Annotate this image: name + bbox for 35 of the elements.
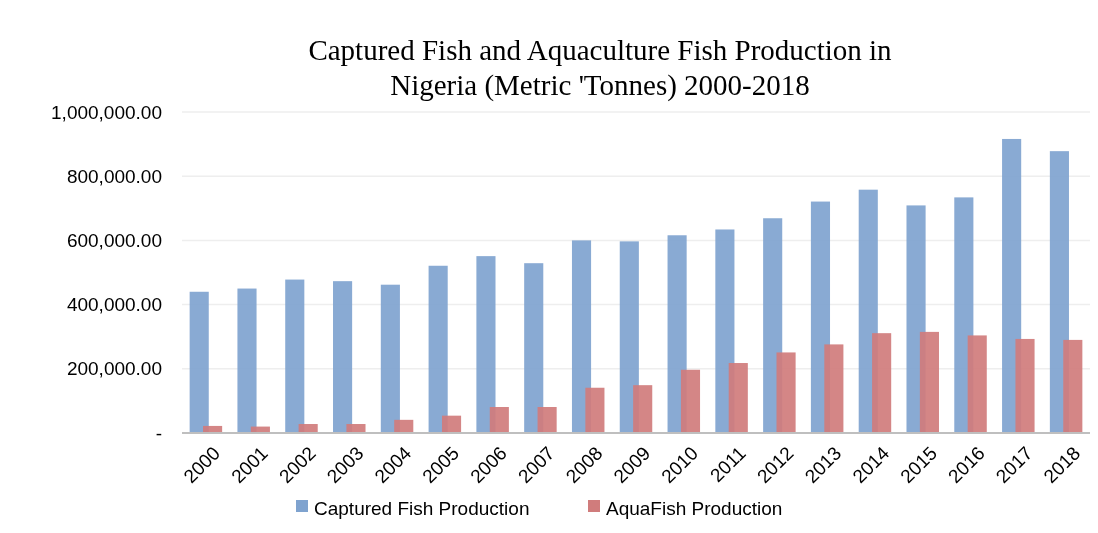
bar bbox=[333, 281, 353, 433]
bar bbox=[585, 387, 605, 433]
bar bbox=[380, 284, 400, 433]
bar bbox=[285, 279, 305, 433]
chart-title: Captured Fish and Aquaculture Fish Production in Nigeria (Metric 'Tonnes) 2000-2018 bbox=[308, 34, 893, 102]
bar bbox=[524, 263, 544, 433]
bar bbox=[619, 241, 639, 433]
bar bbox=[1015, 338, 1035, 433]
bar bbox=[967, 335, 987, 433]
bar bbox=[824, 344, 844, 433]
bar bbox=[776, 352, 796, 433]
bar bbox=[872, 333, 892, 433]
y-tick-label: 400,000.00 bbox=[66, 294, 162, 316]
bar bbox=[237, 288, 257, 433]
bar bbox=[346, 424, 366, 433]
bar bbox=[1063, 339, 1083, 433]
y-tick-label: 600,000.00 bbox=[66, 230, 162, 252]
y-tick-label: 800,000.00 bbox=[66, 165, 162, 187]
legend-label: AquaFish Production bbox=[606, 497, 783, 519]
y-tick-label: 1,000,000.00 bbox=[51, 101, 162, 123]
y-tick-label: 200,000.00 bbox=[66, 358, 162, 380]
bar bbox=[571, 240, 592, 433]
bar bbox=[189, 291, 209, 433]
bar bbox=[680, 369, 701, 433]
bar bbox=[476, 256, 496, 433]
bar bbox=[537, 407, 557, 433]
bar bbox=[633, 385, 653, 433]
bar bbox=[728, 363, 748, 433]
legend-label: Captured Fish Production bbox=[314, 497, 530, 519]
bar bbox=[441, 415, 462, 433]
y-tick-label: - bbox=[155, 422, 162, 444]
bar bbox=[428, 265, 448, 433]
bar bbox=[394, 419, 414, 433]
bar bbox=[919, 331, 939, 433]
bar bbox=[489, 407, 509, 433]
